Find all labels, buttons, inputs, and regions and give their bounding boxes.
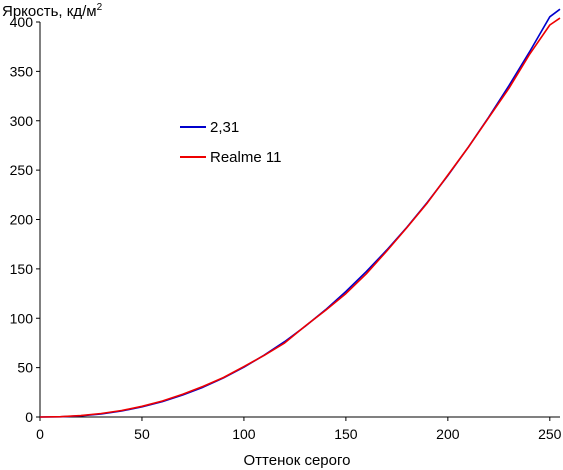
ticks: 0 50 100 150 200 250 300 350 400 0 50 100 150 200 250 — [10, 14, 562, 442]
x-tick-label: 0 — [36, 426, 44, 442]
legend-label-1: 2,31 — [210, 119, 239, 136]
y-tick-label: 350 — [10, 63, 34, 79]
y-axis-title: Яркость, кд/м2 — [2, 2, 103, 20]
x-axis-title: Оттенок серого — [244, 452, 351, 469]
y-tick-label: 400 — [10, 14, 34, 30]
y-tick-label: 150 — [10, 261, 34, 277]
legend: 2,31 Realme 11 — [180, 119, 281, 166]
x-tick-label: 100 — [232, 426, 256, 442]
x-tick-label: 250 — [538, 426, 562, 442]
legend-label-2: Realme 11 — [210, 149, 281, 166]
y-tick-label: 200 — [10, 212, 34, 228]
y-tick-label: 50 — [17, 360, 33, 376]
x-tick-label: 200 — [436, 426, 460, 442]
x-tick-label: 50 — [134, 426, 150, 442]
y-tick-label: 0 — [25, 409, 33, 425]
x-tick-label: 150 — [334, 426, 358, 442]
axes — [39, 22, 560, 418]
y-axis-title-text: Яркость, кд/м — [2, 3, 97, 20]
y-axis-title-superscript: 2 — [97, 2, 103, 13]
series-lines — [39, 8, 561, 418]
y-tick-label: 100 — [10, 310, 34, 326]
y-tick-label: 250 — [10, 162, 34, 178]
series-line-2 — [39, 17, 561, 418]
series-line-1 — [39, 8, 561, 418]
y-tick-label: 300 — [10, 113, 34, 129]
